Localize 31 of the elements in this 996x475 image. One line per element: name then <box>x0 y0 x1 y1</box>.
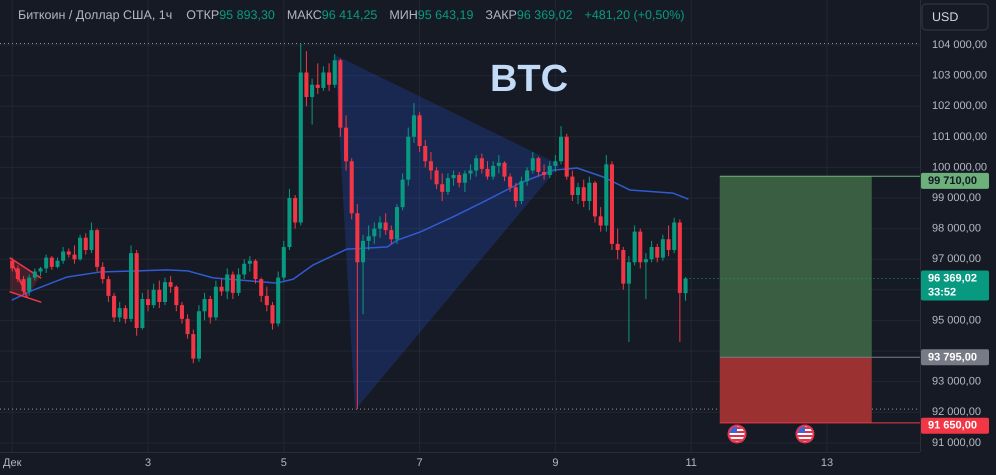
ref-line-label: 93 795,00 <box>928 351 977 364</box>
x-tick-label: 9 <box>552 457 558 469</box>
y-tick-label: 101 000,00 <box>932 130 988 143</box>
y-tick-label: 91 000,00 <box>932 436 981 449</box>
ref-line-label: 91 650,00 <box>928 420 977 432</box>
x-tick-label: 3 <box>144 457 152 469</box>
y-tick-label: 93 000,00 <box>932 376 981 388</box>
x-tick-label: 7 <box>416 457 423 469</box>
y-tick-label: 98 000,00 <box>932 222 981 235</box>
annotation: МАКС96 414,25 <box>286 8 378 22</box>
annotation: МИН95 643,19 <box>389 8 474 22</box>
x-tick-label: 5 <box>280 457 287 469</box>
text: BTC <box>490 58 568 100</box>
y-tick-label: 97 000,00 <box>932 253 981 266</box>
y-axis-title: USD <box>932 10 958 24</box>
y-tick-label: 95 000,00 <box>932 314 981 326</box>
y-tick-label: 102 000,00 <box>932 100 988 112</box>
annotation: ОТКР95 893,30 <box>186 8 275 22</box>
ref-line-label: 99 710,00 <box>928 174 977 187</box>
y-tick-label: 103 000,00 <box>932 70 988 82</box>
annotation: ЗАКР96 369,02 <box>485 8 573 22</box>
y-tick-label: 100 000,00 <box>932 161 988 174</box>
ref-line-label: 96 369,02 33:52 <box>928 272 977 299</box>
y-tick-label: 92 000,00 <box>932 406 981 418</box>
x-tick-label: Дек <box>3 457 22 469</box>
x-tick-label: 11 <box>685 457 697 469</box>
y-tick-label: 99 000,00 <box>932 192 981 204</box>
annotation: +481,20 (+0,50%) <box>584 8 685 22</box>
x-tick-label: 13 <box>820 457 834 469</box>
y-tick-label: 104 000,00 <box>932 38 988 51</box>
text: Биткоин / Доллар США, 1ч <box>18 8 172 22</box>
